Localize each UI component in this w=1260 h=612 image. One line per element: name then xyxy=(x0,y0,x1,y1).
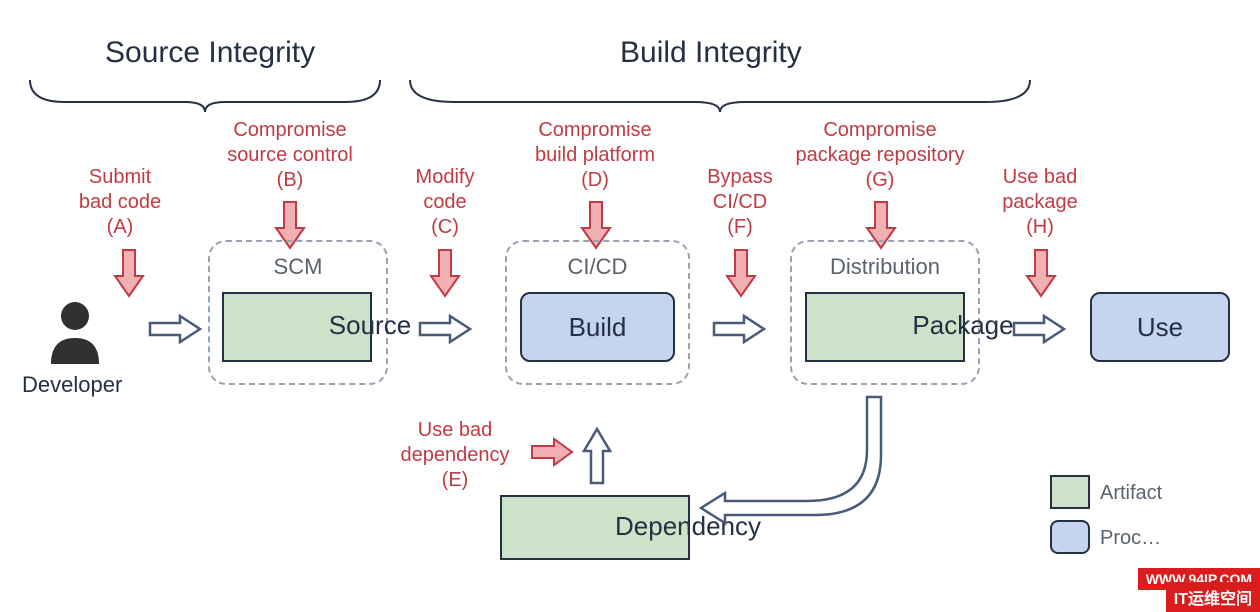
threat-B: Compromisesource control(B) xyxy=(205,118,375,193)
threat-arrow-A xyxy=(113,248,145,303)
flow-dev-to-source xyxy=(148,314,203,344)
card-title-scm: SCM xyxy=(210,254,386,280)
flow-package-to-dependency xyxy=(695,395,895,545)
box-build: Build xyxy=(520,292,675,362)
brace-source xyxy=(25,72,385,112)
threat-arrow-E xyxy=(530,437,574,472)
legend-artifact-label: Artifact xyxy=(1100,482,1162,505)
legend-process-label: Proc… xyxy=(1100,527,1161,550)
developer-label: Developer xyxy=(22,372,122,398)
threat-arrow-C xyxy=(429,248,461,303)
box-dependency: Dependency xyxy=(500,495,690,560)
heading-build-integrity: Build Integrity xyxy=(620,36,802,70)
flow-source-to-build xyxy=(418,314,473,344)
legend-process-swatch xyxy=(1050,520,1090,554)
flow-dependency-to-build xyxy=(582,425,612,485)
threat-A: Submitbad code(A) xyxy=(60,165,180,240)
flow-build-to-package xyxy=(712,314,767,344)
threat-E: Use baddependency(E) xyxy=(380,418,530,493)
legend-artifact-swatch xyxy=(1050,475,1090,509)
threat-D: Compromisebuild platform(D) xyxy=(510,118,680,193)
threat-H: Use badpackage(H) xyxy=(985,165,1095,240)
box-package: Package xyxy=(805,292,965,362)
threat-G: Compromisepackage repository(G) xyxy=(770,118,990,193)
brace-build xyxy=(405,72,1035,112)
box-source: Source xyxy=(222,292,372,362)
threat-C: Modifycode(C) xyxy=(395,165,495,240)
developer-icon xyxy=(45,298,105,373)
diagram-canvas: Source Integrity Build Integrity Submitb… xyxy=(0,0,1260,612)
card-title-distribution: Distribution xyxy=(792,254,978,280)
flow-package-to-use xyxy=(1012,314,1067,344)
threat-arrow-F xyxy=(725,248,757,303)
card-title-cicd: CI/CD xyxy=(507,254,688,280)
box-use: Use xyxy=(1090,292,1230,362)
threat-arrow-H xyxy=(1025,248,1057,303)
heading-source-integrity: Source Integrity xyxy=(105,36,315,70)
watermark-site: IT运维空间 xyxy=(1166,582,1260,612)
